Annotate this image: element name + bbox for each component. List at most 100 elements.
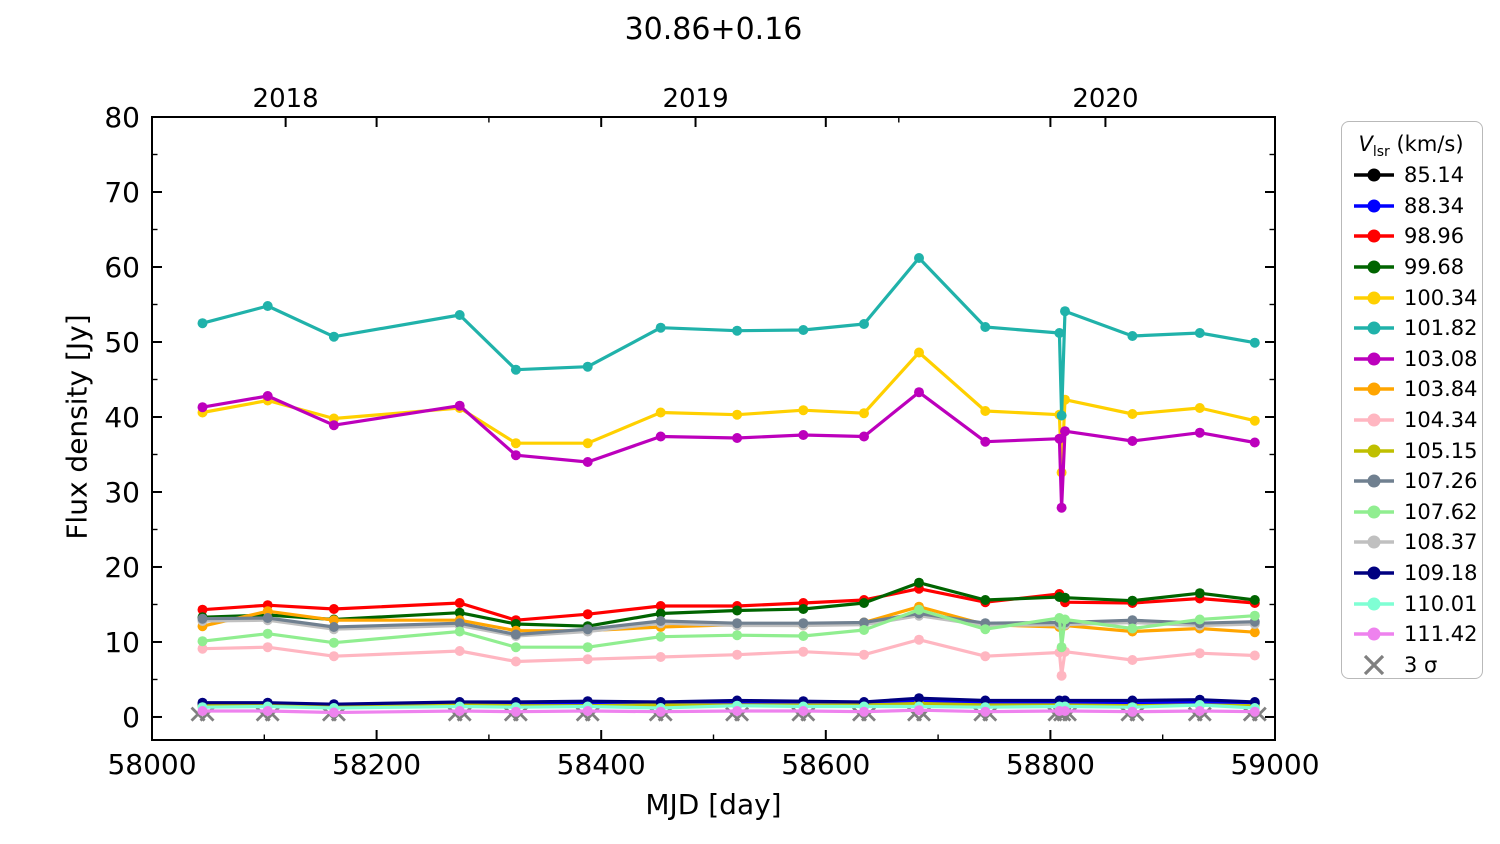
series-marker-101.82 xyxy=(582,361,593,372)
series-marker-107.62 xyxy=(980,624,991,635)
series-marker-107.62 xyxy=(914,604,924,615)
series-marker-107.62 xyxy=(454,626,465,637)
legend-label: 103.84 xyxy=(1404,377,1478,402)
series-marker-98.96 xyxy=(328,604,339,614)
series-marker-101.82 xyxy=(262,301,273,311)
series-marker-98.96 xyxy=(454,598,465,608)
legend-title-var: V xyxy=(1358,132,1373,156)
legend-swatch-marker xyxy=(1367,291,1381,305)
plot-spines xyxy=(151,116,1276,741)
y-tick-label: 80 xyxy=(104,101,140,134)
y-tick-label: 0 xyxy=(122,701,140,734)
top-year-label: 2018 xyxy=(253,84,319,114)
legend-swatch xyxy=(1354,413,1394,427)
series-marker-103.08 xyxy=(914,387,924,398)
series-marker-103.08 xyxy=(1127,436,1138,446)
series-marker-111.42 xyxy=(859,706,869,717)
series-marker-111.42 xyxy=(980,706,991,717)
series-marker-104.34 xyxy=(262,642,273,653)
legend-item-100.34: 100.34 xyxy=(1352,282,1482,313)
legend-label: 100.34 xyxy=(1404,285,1478,310)
series-marker-109.18 xyxy=(914,693,924,704)
legend-item-sigma: 3 σ xyxy=(1352,650,1482,681)
legend-label: 85.14 xyxy=(1404,163,1465,188)
series-marker-111.42 xyxy=(328,707,339,718)
series-marker-107.62 xyxy=(1056,642,1067,653)
series-marker-111.42 xyxy=(1127,706,1138,717)
legend-title: Vlsr (km/s) xyxy=(1352,129,1482,160)
legend-swatch-marker xyxy=(1367,352,1381,366)
series-marker-104.34 xyxy=(859,649,869,660)
legend-swatch-marker xyxy=(1367,535,1381,549)
legend-swatch-marker xyxy=(1367,597,1381,611)
legend-items: 85.14 88.34 98.96 99.68 100.34 101.82 103.08 10… xyxy=(1352,160,1482,680)
legend-swatch-marker xyxy=(1367,505,1381,519)
series-marker-107.26 xyxy=(510,629,521,640)
series-marker-107.62 xyxy=(1249,610,1260,621)
series-line-103.08 xyxy=(202,390,1256,510)
series-marker-101.82 xyxy=(1249,337,1260,348)
series-marker-101.82 xyxy=(655,322,666,333)
legend-swatch xyxy=(1354,199,1394,213)
series-marker-111.42 xyxy=(582,706,593,716)
series-marker-103.08 xyxy=(1056,502,1067,513)
series-marker-111.42 xyxy=(1249,706,1260,717)
series-marker-103.08 xyxy=(798,430,809,440)
legend-label: 105.15 xyxy=(1404,438,1478,463)
series-marker-111.42 xyxy=(197,706,208,716)
legend-item-99.68: 99.68 xyxy=(1352,252,1482,283)
series-marker-107.26 xyxy=(328,622,339,632)
legend-swatch-marker xyxy=(1367,444,1381,458)
legend-label: 108.37 xyxy=(1404,530,1478,555)
series-marker-101.82 xyxy=(197,318,208,329)
plot-title: 30.86+0.16 xyxy=(624,12,803,47)
legend-swatch-marker xyxy=(1367,229,1381,243)
legend-item-88.34: 88.34 xyxy=(1352,191,1482,222)
series-line-111.42 xyxy=(202,708,1255,715)
series-marker-103.08 xyxy=(1249,437,1260,448)
y-tick-label: 10 xyxy=(104,626,140,659)
series-marker-107.62 xyxy=(197,636,208,647)
series-marker-107.62 xyxy=(1060,614,1070,625)
series-marker-103.08 xyxy=(328,420,339,431)
legend-swatch-marker xyxy=(1367,260,1381,274)
legend: Vlsr (km/s) 85.14 88.34 98.96 99.68 100.34 10… xyxy=(1341,121,1483,679)
legend-swatch xyxy=(1354,597,1394,611)
series-marker-107.62 xyxy=(732,630,743,641)
series-marker-111.42 xyxy=(262,706,273,716)
series-marker-100.34 xyxy=(582,438,593,449)
series-marker-107.62 xyxy=(859,625,869,635)
series-marker-99.68 xyxy=(1249,595,1260,605)
series-marker-100.34 xyxy=(859,408,869,419)
series-marker-104.34 xyxy=(197,643,208,654)
series-marker-104.34 xyxy=(1056,670,1067,681)
series-marker-103.84 xyxy=(1249,627,1260,638)
series-marker-104.34 xyxy=(1127,655,1138,665)
series-line-101.82 xyxy=(202,256,1256,418)
legend-swatch xyxy=(1354,566,1394,580)
legend-swatch-marker xyxy=(1367,413,1381,427)
series-marker-111.42 xyxy=(732,706,743,716)
series-marker-99.68 xyxy=(454,607,465,618)
series-marker-107.26 xyxy=(197,613,208,624)
series-marker-111.42 xyxy=(914,705,924,716)
series-marker-101.82 xyxy=(328,331,339,342)
series-marker-104.34 xyxy=(980,651,991,662)
series-marker-98.96 xyxy=(197,604,208,615)
series-marker-107.26 xyxy=(859,617,869,628)
legend-label: 109.18 xyxy=(1404,561,1478,586)
series-marker-107.62 xyxy=(1194,614,1205,625)
series-marker-99.68 xyxy=(980,595,991,605)
legend-swatch-marker xyxy=(1367,382,1381,396)
x-tick-label: 58800 xyxy=(1006,748,1095,781)
legend-swatch-marker xyxy=(1367,627,1381,641)
series-marker-101.82 xyxy=(859,319,869,329)
series-marker-101.82 xyxy=(1127,331,1138,341)
series-marker-107.26 xyxy=(732,618,743,629)
legend-swatch-marker xyxy=(1367,168,1381,182)
legend-swatch xyxy=(1354,229,1394,243)
x-tick-label: 59000 xyxy=(1230,748,1319,781)
series-marker-104.34 xyxy=(798,646,809,657)
series-marker-100.34 xyxy=(1249,415,1260,426)
